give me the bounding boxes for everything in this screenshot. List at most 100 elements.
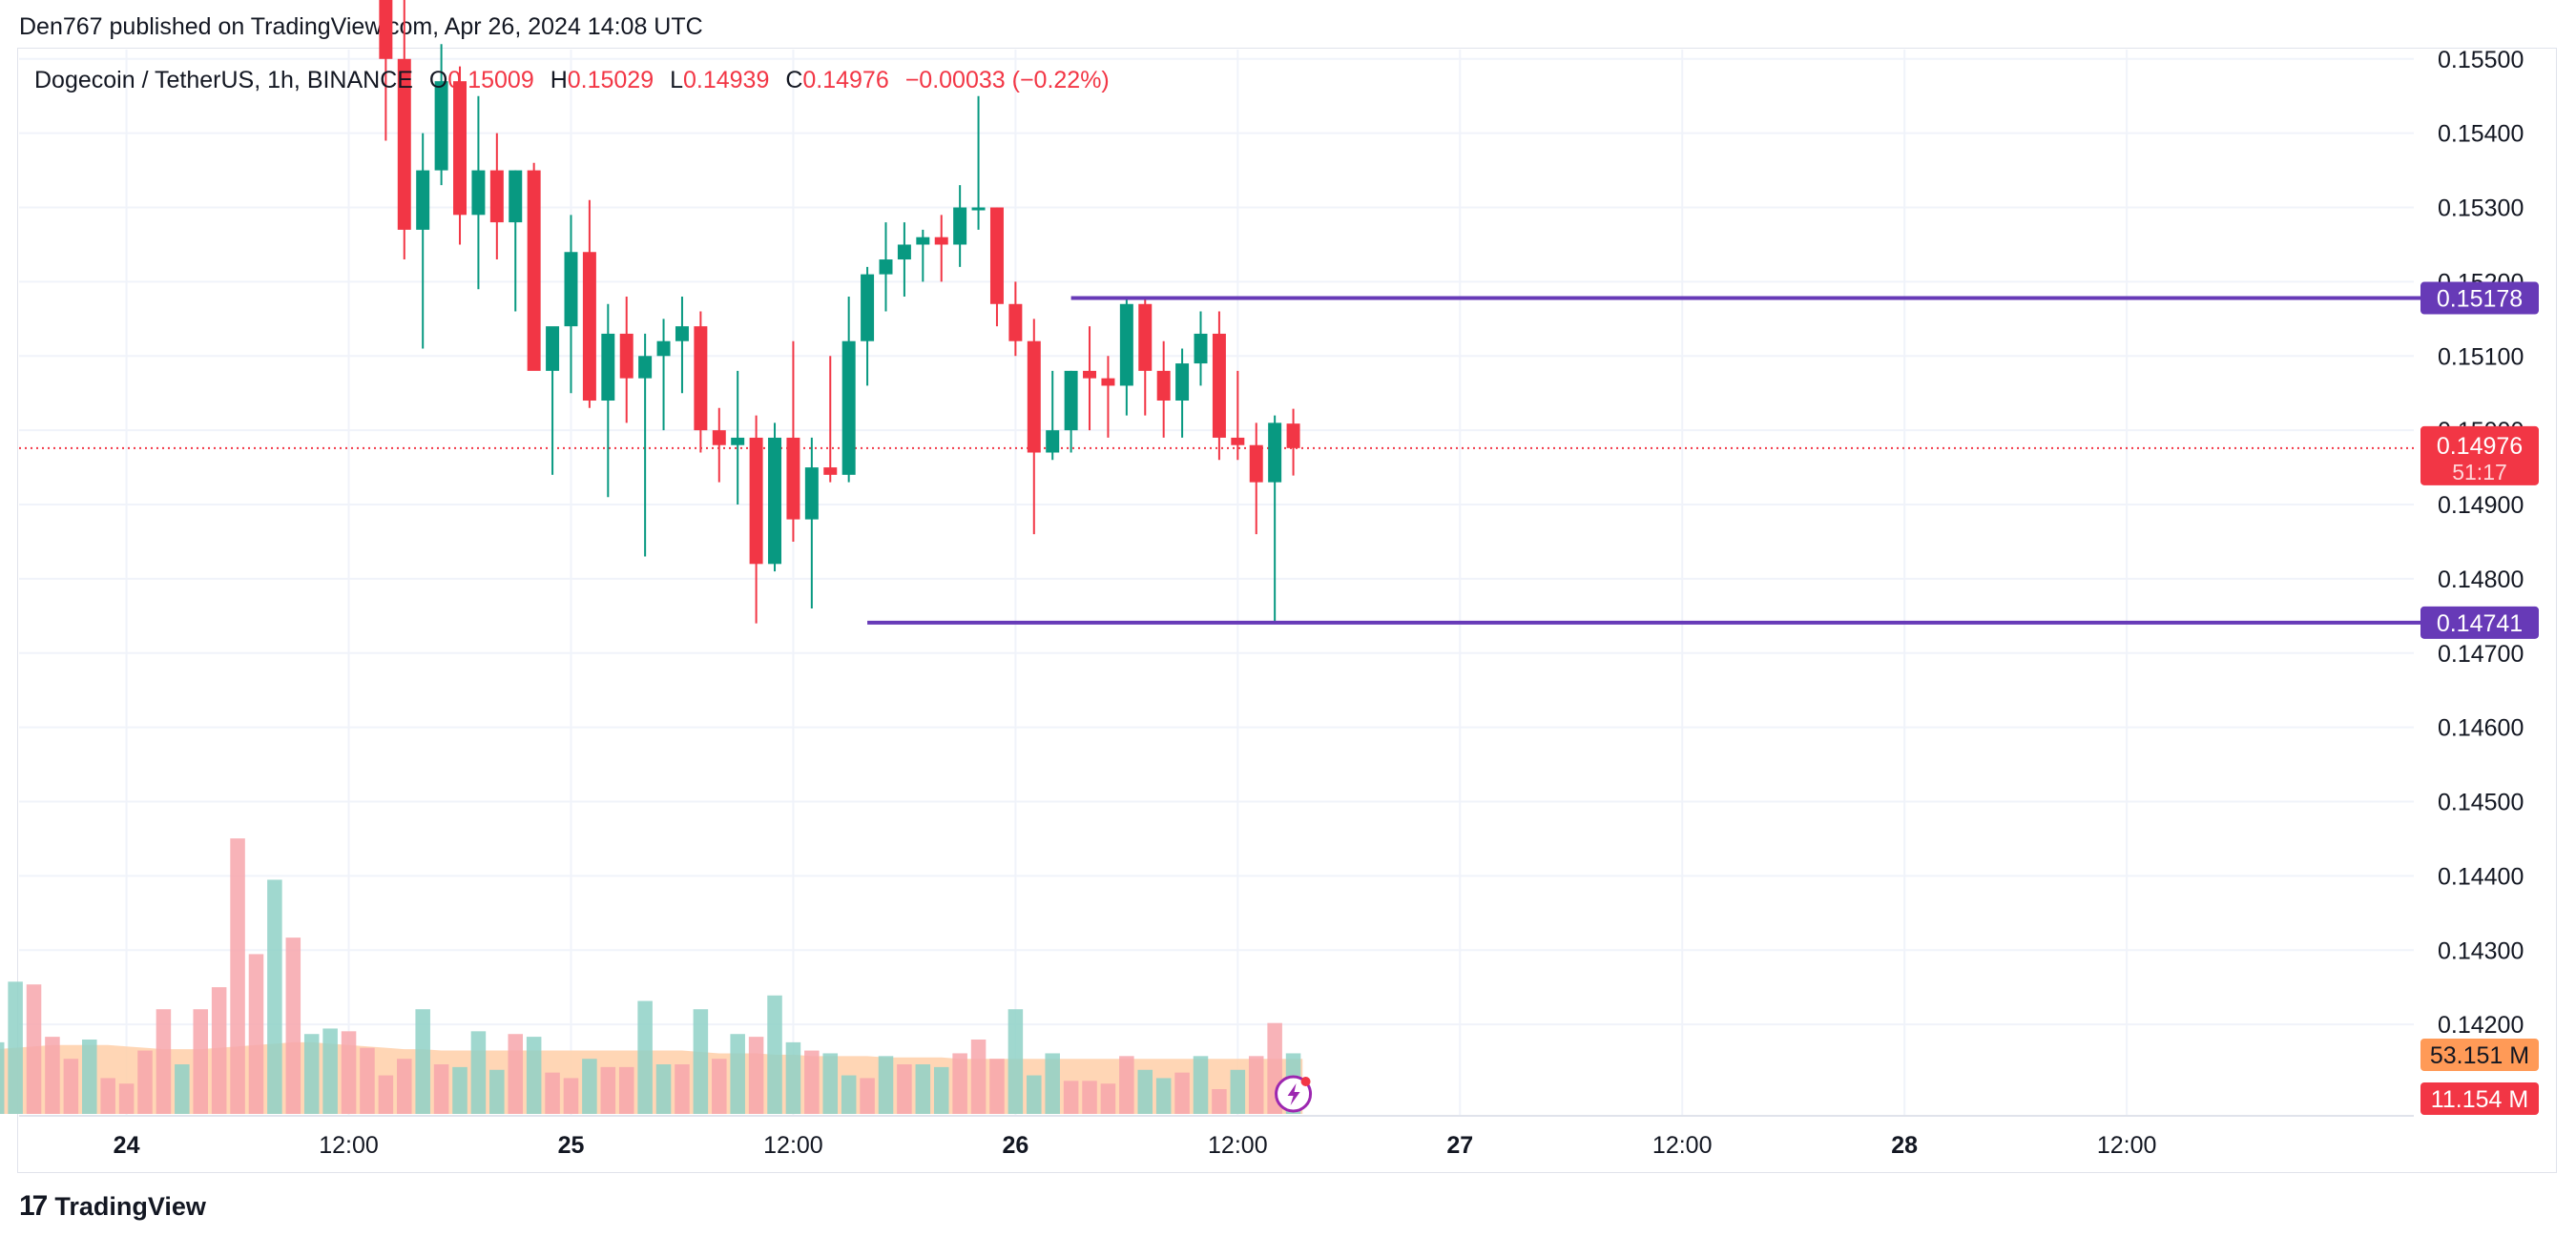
volume-bar [433, 1064, 449, 1114]
candle-body [489, 170, 504, 223]
volume-bar [712, 1059, 727, 1114]
volume-bar [563, 1078, 579, 1114]
volume-bar [655, 1064, 672, 1114]
candle-body [1249, 444, 1263, 483]
volume-bar [26, 984, 42, 1114]
lightning-bolt-icon [1287, 1083, 1300, 1105]
candle-body [1138, 303, 1153, 371]
candle-body [434, 81, 448, 171]
publisher-line: Den767 published on TradingView.com, Apr… [19, 13, 703, 40]
volume-bar [1137, 1069, 1153, 1114]
x-tick-label: 28 [1891, 1132, 1918, 1159]
candle-body [471, 170, 486, 216]
x-tick-label: 26 [1002, 1132, 1028, 1159]
y-tick-label: 0.14200 [2438, 1012, 2524, 1039]
tradingview-logo[interactable]: 17 TradingView [19, 1190, 206, 1223]
level-price-tag [2420, 281, 2539, 315]
candle-body [804, 467, 819, 520]
y-tick-label: 0.14600 [2438, 715, 2524, 742]
volume-bar [193, 1009, 209, 1114]
volume-last-label: 11.154 M [2431, 1086, 2528, 1113]
candle-body [564, 252, 578, 327]
volume-bar [230, 838, 245, 1114]
volume-bar [452, 1066, 467, 1114]
volume-bar [156, 1009, 172, 1114]
candle-body [1212, 333, 1226, 438]
legend-close-label: C [785, 67, 803, 93]
volume-bar [1045, 1053, 1060, 1114]
legend-close-value: 0.14976 [802, 67, 889, 93]
candle-body [601, 333, 615, 401]
candle-body [1101, 378, 1115, 386]
candle-body [656, 340, 671, 357]
volume-bar [860, 1078, 875, 1114]
candle-body [934, 237, 948, 245]
y-tick-label: 0.15100 [2438, 343, 2524, 370]
candle-body [971, 207, 986, 211]
candle-body [1083, 370, 1097, 379]
y-tick-label: 0.14700 [2438, 641, 2524, 668]
countdown-label: 51:17 [2452, 460, 2507, 484]
legend-high-label: H [550, 67, 568, 93]
volume-bar [360, 1047, 375, 1114]
candle-body [527, 170, 541, 371]
candle-body [841, 340, 856, 475]
volume-bar [175, 1064, 190, 1114]
volume-bar [897, 1064, 912, 1114]
volume-bar [137, 1050, 153, 1114]
volume-bar [341, 1031, 357, 1114]
volume-bar [118, 1083, 135, 1114]
candle-body [1268, 422, 1282, 483]
volume-bar [618, 1066, 634, 1114]
volume-bar [582, 1059, 597, 1114]
legend-high-value: 0.15029 [567, 67, 654, 93]
volume-bar [1155, 1078, 1172, 1114]
y-tick-label: 0.14800 [2438, 566, 2524, 593]
candle-body [768, 437, 782, 565]
volume-bar [637, 1000, 653, 1114]
legend-open-value: 0.15009 [447, 67, 534, 93]
volume-bar [45, 1037, 60, 1114]
volume-bar [915, 1064, 931, 1114]
legend-symbol[interactable]: Dogecoin / TetherUS, 1h, BINANCE [34, 67, 413, 93]
volume-bar [248, 954, 264, 1114]
volume-bar [730, 1034, 745, 1114]
candle-body [416, 170, 430, 230]
volume-bar [1008, 1009, 1024, 1114]
candle-body [786, 437, 800, 520]
candle-body [1286, 423, 1300, 448]
candle-body [1046, 430, 1060, 453]
candle-body [1231, 437, 1245, 445]
y-tick-label: 0.14300 [2438, 937, 2524, 964]
volume-bar [1119, 1056, 1134, 1114]
notification-dot-icon [1300, 1077, 1311, 1086]
volume-bar [933, 1066, 949, 1114]
level-price-label: 0.14741 [2437, 610, 2523, 637]
candle-body [619, 333, 634, 379]
candle-body [823, 467, 838, 475]
volume-bar [989, 1059, 1005, 1114]
candle-body [546, 326, 560, 371]
y-tick-label: 0.14900 [2438, 492, 2524, 519]
volume-bar [600, 1066, 616, 1114]
candle-body [731, 437, 745, 445]
x-tick-label: 12:00 [1652, 1132, 1713, 1159]
volume-bar [1082, 1081, 1097, 1114]
volume-bar [748, 1037, 764, 1114]
legend-open-label: O [428, 67, 448, 93]
level-price-tag [2420, 606, 2539, 639]
candle-body [953, 207, 967, 245]
volume-ma-label: 53.151 M [2430, 1042, 2529, 1069]
candle-body [749, 437, 763, 565]
candle-body [694, 326, 708, 431]
volume-bar [1027, 1075, 1042, 1114]
volume-bar [785, 1041, 801, 1114]
volume-bar [526, 1037, 542, 1114]
volume-bar [470, 1031, 487, 1114]
y-tick-label: 0.15300 [2438, 196, 2524, 222]
candle-body [989, 207, 1004, 304]
volume-bar [63, 1059, 79, 1114]
volume-bar [675, 1064, 690, 1114]
volume-bar [100, 1078, 115, 1114]
